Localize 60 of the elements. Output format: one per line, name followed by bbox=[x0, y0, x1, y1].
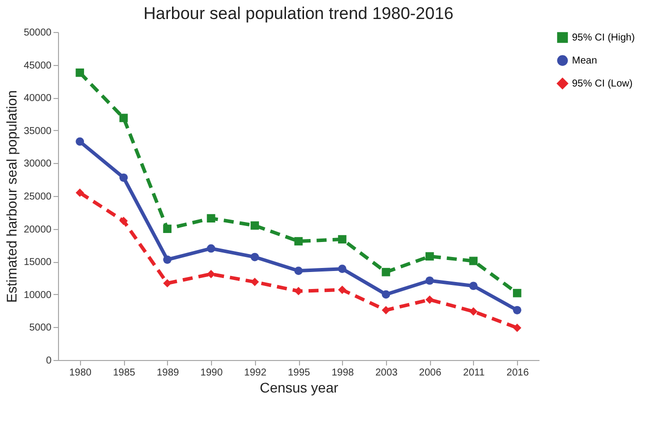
point bbox=[119, 114, 128, 122]
y-tick-label: 45000 bbox=[24, 60, 52, 72]
y-tick-label: 25000 bbox=[24, 192, 52, 202]
y-tick-label: 30000 bbox=[24, 158, 52, 170]
point bbox=[426, 295, 434, 304]
point bbox=[76, 137, 84, 146]
point bbox=[382, 290, 390, 299]
point bbox=[163, 224, 172, 233]
chart-title: Harbour seal population trend 1980-2016 bbox=[143, 4, 454, 23]
point bbox=[512, 288, 522, 298]
point bbox=[294, 286, 303, 296]
x-tick-label: 1995 bbox=[288, 368, 311, 378]
x-tick-label: 1990 bbox=[200, 368, 224, 378]
y-tick-label: 35000 bbox=[24, 126, 52, 137]
legend-label: 95% CI (Low) bbox=[572, 78, 633, 90]
x-tick-label: 1998 bbox=[332, 368, 354, 378]
x-tick-label: 2006 bbox=[419, 368, 442, 378]
point bbox=[382, 306, 390, 314]
x-axis-title: Census year bbox=[260, 380, 339, 396]
x-tick-label: 1989 bbox=[156, 368, 180, 378]
point bbox=[250, 252, 259, 262]
point bbox=[76, 68, 84, 77]
x-tick-label: 1980 bbox=[69, 368, 92, 378]
point bbox=[206, 244, 216, 253]
point bbox=[206, 214, 216, 222]
point bbox=[469, 256, 478, 266]
x-tick-label: 1985 bbox=[112, 368, 136, 378]
y-tick-label: 15000 bbox=[24, 257, 52, 268]
point bbox=[512, 324, 522, 332]
y-axis-title: Estimated harbour seal population bbox=[4, 90, 20, 303]
point bbox=[469, 282, 478, 290]
point bbox=[119, 216, 128, 226]
x-tick-label: 1992 bbox=[244, 368, 267, 378]
y-tick-label: 0 bbox=[46, 356, 52, 366]
point bbox=[163, 255, 172, 264]
point bbox=[512, 306, 522, 314]
y-tick-label: 50000 bbox=[24, 28, 52, 38]
point bbox=[382, 268, 390, 276]
legend-label: 95% CI (High) bbox=[572, 32, 635, 44]
point bbox=[250, 221, 259, 230]
y-tick-label: 40000 bbox=[24, 93, 52, 104]
x-tick-label: 2011 bbox=[463, 368, 486, 378]
point bbox=[250, 278, 259, 286]
point bbox=[338, 235, 346, 244]
point bbox=[426, 252, 434, 261]
point bbox=[338, 264, 346, 273]
y-tick-label: 20000 bbox=[24, 224, 52, 236]
x-tick-label: 2003 bbox=[375, 368, 398, 378]
point bbox=[338, 286, 346, 294]
y-tick-label: 10000 bbox=[24, 290, 52, 301]
point bbox=[76, 188, 84, 197]
legend-label: Mean bbox=[572, 56, 598, 66]
point bbox=[294, 237, 303, 246]
point bbox=[119, 173, 128, 182]
point bbox=[294, 266, 303, 275]
point bbox=[426, 276, 434, 285]
y-tick-label: 5000 bbox=[29, 322, 52, 334]
point bbox=[469, 307, 478, 316]
point bbox=[163, 279, 172, 288]
x-tick-label: 2016 bbox=[506, 368, 530, 378]
